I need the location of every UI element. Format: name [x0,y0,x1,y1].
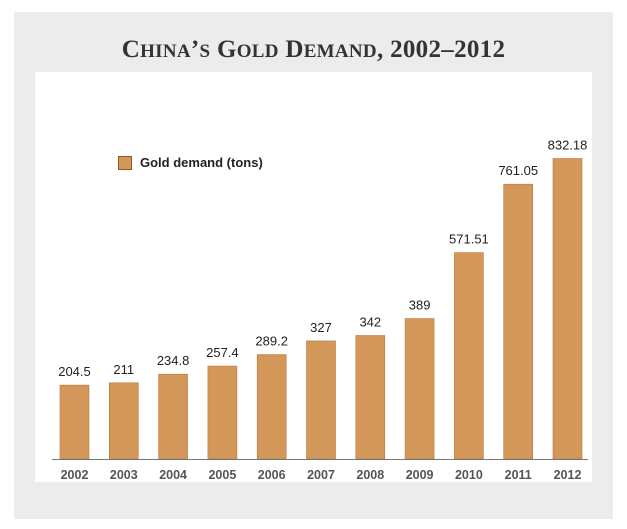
x-tick-2008: 2008 [356,468,384,482]
bar-2011 [503,183,534,460]
bar-2006 [256,354,287,460]
x-tick-2009: 2009 [406,468,434,482]
data-label-2002: 204.5 [58,364,91,379]
x-tick-2012: 2012 [554,468,582,482]
bar-2010 [454,252,484,460]
x-tick-2011: 2011 [505,468,532,482]
title-part: , 2002–2012 [376,36,506,63]
bar-2002 [59,384,90,460]
title-part: HINA [140,41,191,62]
x-tick-2006: 2006 [258,468,286,482]
title-part: C [121,36,141,63]
title-part: D [278,36,304,63]
legend: Gold demand (tons) [118,155,263,170]
x-tick-2004: 2004 [159,468,187,482]
data-label-2010: 571.51 [449,232,489,247]
data-label-2008: 342 [359,315,381,330]
data-label-2012: 832.18 [548,138,588,153]
data-label-2004: 234.8 [157,353,190,368]
data-label-2009: 389 [409,298,431,313]
title-part: EMAND [303,41,377,62]
title-part: OLD [236,41,279,62]
x-tick-2002: 2002 [61,468,89,482]
bar-2004 [158,373,188,460]
data-label-2006: 289.2 [255,334,288,349]
x-tick-2003: 2003 [110,468,138,482]
bar-2008 [355,335,386,460]
bar-2012 [552,158,583,460]
legend-label: Gold demand (tons) [140,155,263,170]
x-tick-2005: 2005 [208,468,236,482]
bar-2007 [306,340,336,460]
x-tick-2010: 2010 [455,468,483,482]
bar-2005 [207,365,238,460]
bar-2009 [404,318,435,460]
title-part: S [199,41,211,62]
data-label-2011: 761.05 [498,163,538,178]
data-label-2007: 327 [310,320,332,335]
data-label-2003: 211 [113,362,134,377]
title-part: G [210,36,237,63]
chart-title: CHINA’S GOLD DEMAND, 2002–2012 [0,36,627,64]
legend-swatch [118,155,132,170]
x-tick-2007: 2007 [307,468,335,482]
title-part: ’ [190,36,200,63]
bar-2003 [109,382,139,460]
data-label-2005: 257.4 [206,345,239,360]
